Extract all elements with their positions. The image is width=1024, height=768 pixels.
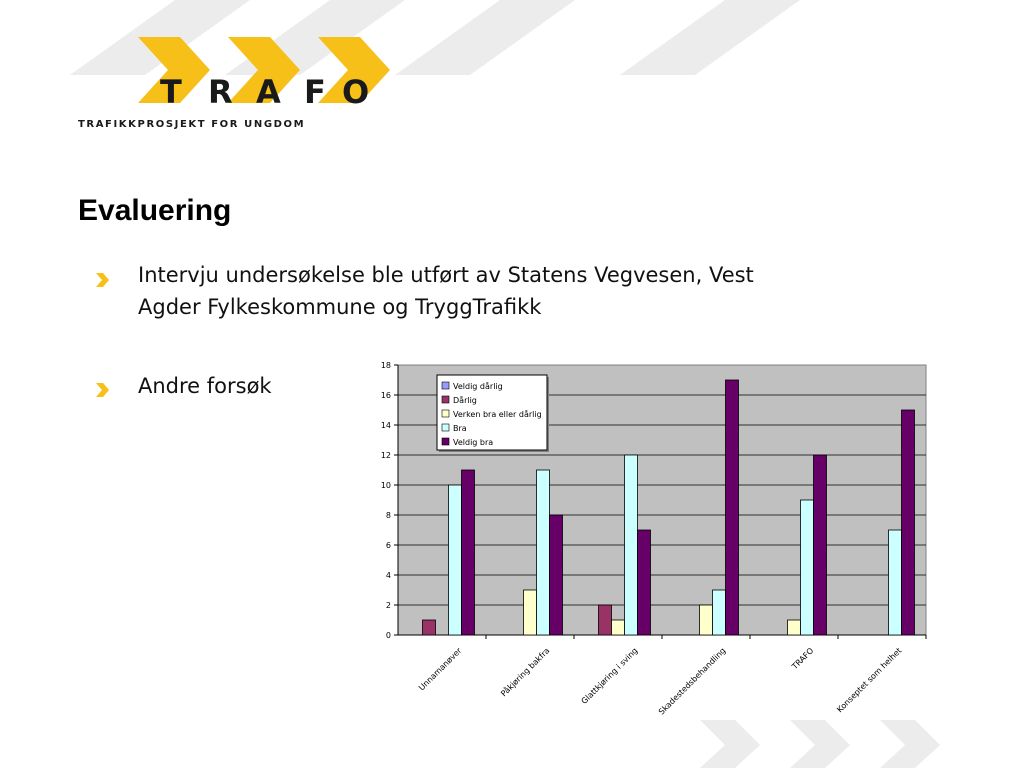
legend-swatch (441, 437, 450, 446)
legend (436, 374, 548, 451)
bar (536, 469, 550, 636)
logo-letter: F (304, 73, 326, 111)
bullet-text: Andre forsøk (138, 370, 272, 402)
trafo-logo-wordmark: T R A F O (160, 72, 380, 112)
bar (787, 619, 801, 636)
y-tick-label: 14 (381, 421, 391, 430)
logo-chevron (138, 37, 210, 103)
legend-swatch (441, 381, 450, 390)
x-tick-label: TRAFO (790, 646, 816, 672)
y-tick-label: 12 (381, 451, 391, 460)
bar (598, 604, 612, 636)
bar (901, 409, 915, 636)
legend-swatch (441, 423, 450, 432)
bar (800, 499, 814, 636)
bar-chart: 0 2 4 6 8 10 12 14 16 18 Unnamanøver Påkjøring bakf… (381, 361, 927, 717)
bar (549, 514, 563, 636)
y-tick-label: 0 (386, 631, 391, 640)
logo-chevron (318, 37, 390, 103)
bar (461, 469, 475, 636)
bar (637, 529, 651, 636)
bar (699, 604, 713, 636)
bullet-line: Intervju undersøkelse ble utført av Stat… (138, 263, 754, 287)
bar (725, 379, 739, 636)
bg-stripe (395, 0, 575, 75)
bar (624, 454, 638, 636)
logo-chevron (228, 37, 300, 103)
y-tick-label: 2 (386, 601, 391, 610)
x-tick-label: Påkjøring bakfra (498, 645, 551, 698)
bar (888, 529, 902, 636)
logo-letter: R (208, 73, 233, 111)
bg-stripe (790, 720, 850, 768)
bar (448, 484, 462, 636)
legend-swatch (441, 395, 450, 404)
legend-label: Veldig bra (453, 438, 493, 447)
legend-label: Veldig dårlig (453, 381, 503, 391)
x-tick-label: Glattkjøring i sving (580, 646, 640, 706)
trafo-logo-chevrons (138, 37, 390, 103)
slide-title: Evaluering (78, 194, 232, 227)
bar (523, 589, 537, 636)
logo-tagline: TRAFIKKPROSJEKT FOR UNGDOM (78, 119, 306, 130)
bar (611, 619, 625, 636)
chevron-bullet-icon (96, 383, 109, 397)
bar (813, 454, 827, 636)
x-tick-label: Konseptet som helhet (835, 646, 903, 714)
legend-swatch (441, 409, 450, 418)
y-tick-label: 16 (381, 391, 391, 400)
chevron-bullet-icon (96, 273, 109, 287)
bg-stripe (880, 720, 940, 768)
bg-stripe (700, 720, 760, 768)
y-tick-label: 4 (386, 571, 391, 580)
x-tick-label: Skadestedsbehandling (657, 646, 727, 716)
bullet-text: Intervju undersøkelse ble utført av Stat… (138, 259, 754, 323)
y-tick-label: 10 (381, 481, 391, 490)
logo-letter: O (342, 73, 370, 111)
logo-letter: T (160, 73, 182, 111)
legend-label: Dårlig (453, 395, 477, 405)
legend-label: Verken bra eller dårlig (453, 409, 542, 419)
y-tick-label: 8 (386, 511, 391, 520)
bar (712, 589, 726, 636)
bullet-line: Agder Fylkeskommune og TryggTrafikk (138, 295, 542, 319)
bullet-line: Andre forsøk (138, 374, 272, 398)
x-tick-label: Unnamanøver (417, 646, 464, 693)
bar (422, 619, 436, 636)
legend-label: Bra (453, 424, 467, 433)
y-tick-label: 6 (386, 541, 391, 550)
bg-stripe (620, 0, 800, 75)
y-tick-label: 18 (381, 361, 391, 370)
logo-letter: A (256, 73, 281, 111)
